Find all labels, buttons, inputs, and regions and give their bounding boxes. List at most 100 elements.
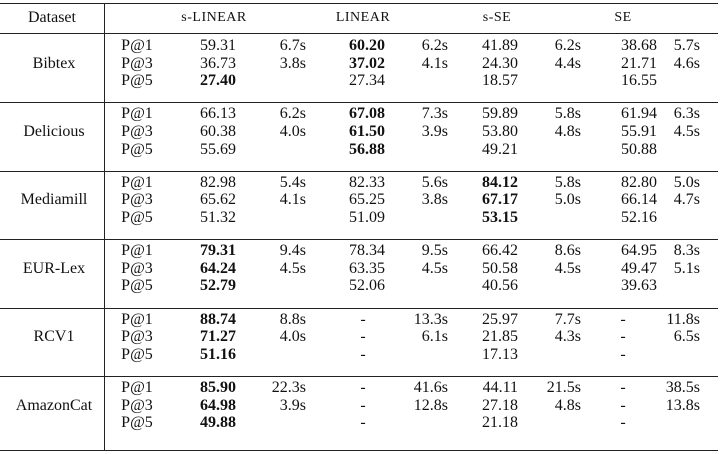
train-time: 4.0s (279, 123, 306, 140)
precision-value: 21.85 (482, 328, 518, 346)
rule (0, 102, 718, 104)
precision-value: 84.12 (482, 173, 518, 191)
precision-value: 18.57 (482, 72, 518, 90)
train-time: 6.5s (673, 328, 700, 346)
train-time: 13.8s (665, 396, 700, 414)
method-header: LINEAR (335, 10, 391, 25)
precision-value: 60.38 (200, 123, 236, 140)
precision-value: 66.42 (482, 242, 518, 260)
precision-value: 39.63 (621, 277, 657, 295)
precision-value: 53.15 (482, 209, 518, 226)
precision-value: 37.02 (349, 54, 385, 72)
precision-value: 38.68 (621, 37, 657, 54)
metric: P@5 (121, 72, 153, 90)
precision-value: 21.18 (482, 414, 518, 432)
precision-value: - (620, 328, 626, 346)
precision-value: - (620, 345, 626, 363)
train-time: 5.6s (421, 173, 448, 191)
precision-value: 50.88 (621, 140, 657, 158)
precision-value: 63.35 (349, 259, 385, 277)
train-time: 4.5s (279, 259, 306, 277)
rule (0, 307, 718, 309)
metric: P@1 (121, 242, 153, 260)
train-time: 4.3s (554, 328, 581, 346)
train-time: 6.7s (279, 37, 306, 54)
precision-value: 55.91 (621, 123, 657, 140)
precision-value: 88.74 (200, 310, 236, 328)
precision-value: - (360, 396, 366, 414)
precision-value: 55.69 (200, 140, 236, 158)
precision-value: 52.79 (200, 277, 236, 295)
precision-value: 53.80 (482, 123, 518, 140)
precision-value: - (620, 379, 626, 396)
precision-value: 66.14 (621, 191, 657, 209)
precision-value: 65.62 (200, 191, 236, 209)
precision-value: 66.13 (200, 105, 236, 123)
precision-value: - (360, 310, 366, 328)
metric: P@1 (121, 379, 153, 396)
dataset-name: RCV1 (33, 328, 75, 346)
metric: P@3 (121, 191, 153, 209)
precision-value: 25.97 (482, 310, 518, 328)
dataset-name: Bibtex (32, 54, 76, 72)
train-time: 12.8s (413, 396, 448, 414)
train-time: 6.2s (421, 37, 448, 54)
train-time: 5.8s (554, 105, 581, 123)
precision-value: 51.16 (200, 345, 236, 363)
train-time: 7.7s (554, 310, 581, 328)
train-time: 4.6s (673, 54, 700, 72)
train-time: 9.5s (421, 242, 448, 260)
precision-value: 59.31 (200, 37, 236, 54)
precision-value: 44.11 (482, 379, 518, 396)
train-time: 5.4s (279, 173, 306, 191)
train-time: 4.7s (673, 191, 700, 209)
metric: P@5 (121, 345, 153, 363)
method-header: s-LINEAR (181, 10, 247, 25)
train-time: 22.3s (271, 379, 306, 396)
metric: P@3 (121, 396, 153, 414)
rule (0, 3, 718, 4)
precision-value: - (360, 379, 366, 396)
precision-value: - (620, 414, 626, 432)
precision-value: - (620, 310, 626, 328)
precision-value: 65.25 (349, 191, 385, 209)
precision-value: - (360, 414, 366, 432)
precision-value: 27.18 (482, 396, 518, 414)
precision-value: 67.08 (349, 105, 385, 123)
metric: P@3 (121, 123, 153, 140)
precision-value: 82.33 (349, 173, 385, 191)
train-time: 4.5s (421, 259, 448, 277)
train-time: 3.9s (421, 123, 448, 140)
train-time: 4.1s (279, 191, 306, 209)
method-header: SE (614, 10, 632, 25)
precision-value: 27.34 (349, 72, 385, 90)
train-time: 4.1s (421, 54, 448, 72)
precision-value: 61.50 (349, 123, 385, 140)
metric: P@5 (121, 209, 153, 226)
metric: P@1 (121, 310, 153, 328)
train-time: 3.8s (421, 191, 448, 209)
precision-value: 82.80 (621, 173, 657, 191)
precision-value: 85.90 (200, 379, 236, 396)
rule (0, 170, 718, 172)
dataset-name: Mediamill (20, 191, 88, 209)
train-time: 8.8s (279, 310, 306, 328)
precision-value: 17.13 (482, 345, 518, 363)
train-time: 4.8s (554, 396, 581, 414)
precision-value: 36.73 (200, 54, 236, 72)
train-time: 4.0s (279, 328, 306, 346)
rule (0, 33, 718, 34)
column-header: Dataset (28, 9, 76, 26)
rule (0, 239, 718, 241)
precision-value: 41.89 (482, 37, 518, 54)
train-time: 3.8s (279, 54, 306, 72)
precision-value: - (360, 328, 366, 346)
precision-value: - (360, 345, 366, 363)
train-time: 4.8s (554, 123, 581, 140)
precision-value: 64.95 (621, 242, 657, 260)
train-time: 11.8s (666, 310, 700, 328)
precision-value: 64.24 (200, 259, 236, 277)
precision-value: 24.30 (482, 54, 518, 72)
precision-value: 49.88 (200, 414, 236, 432)
